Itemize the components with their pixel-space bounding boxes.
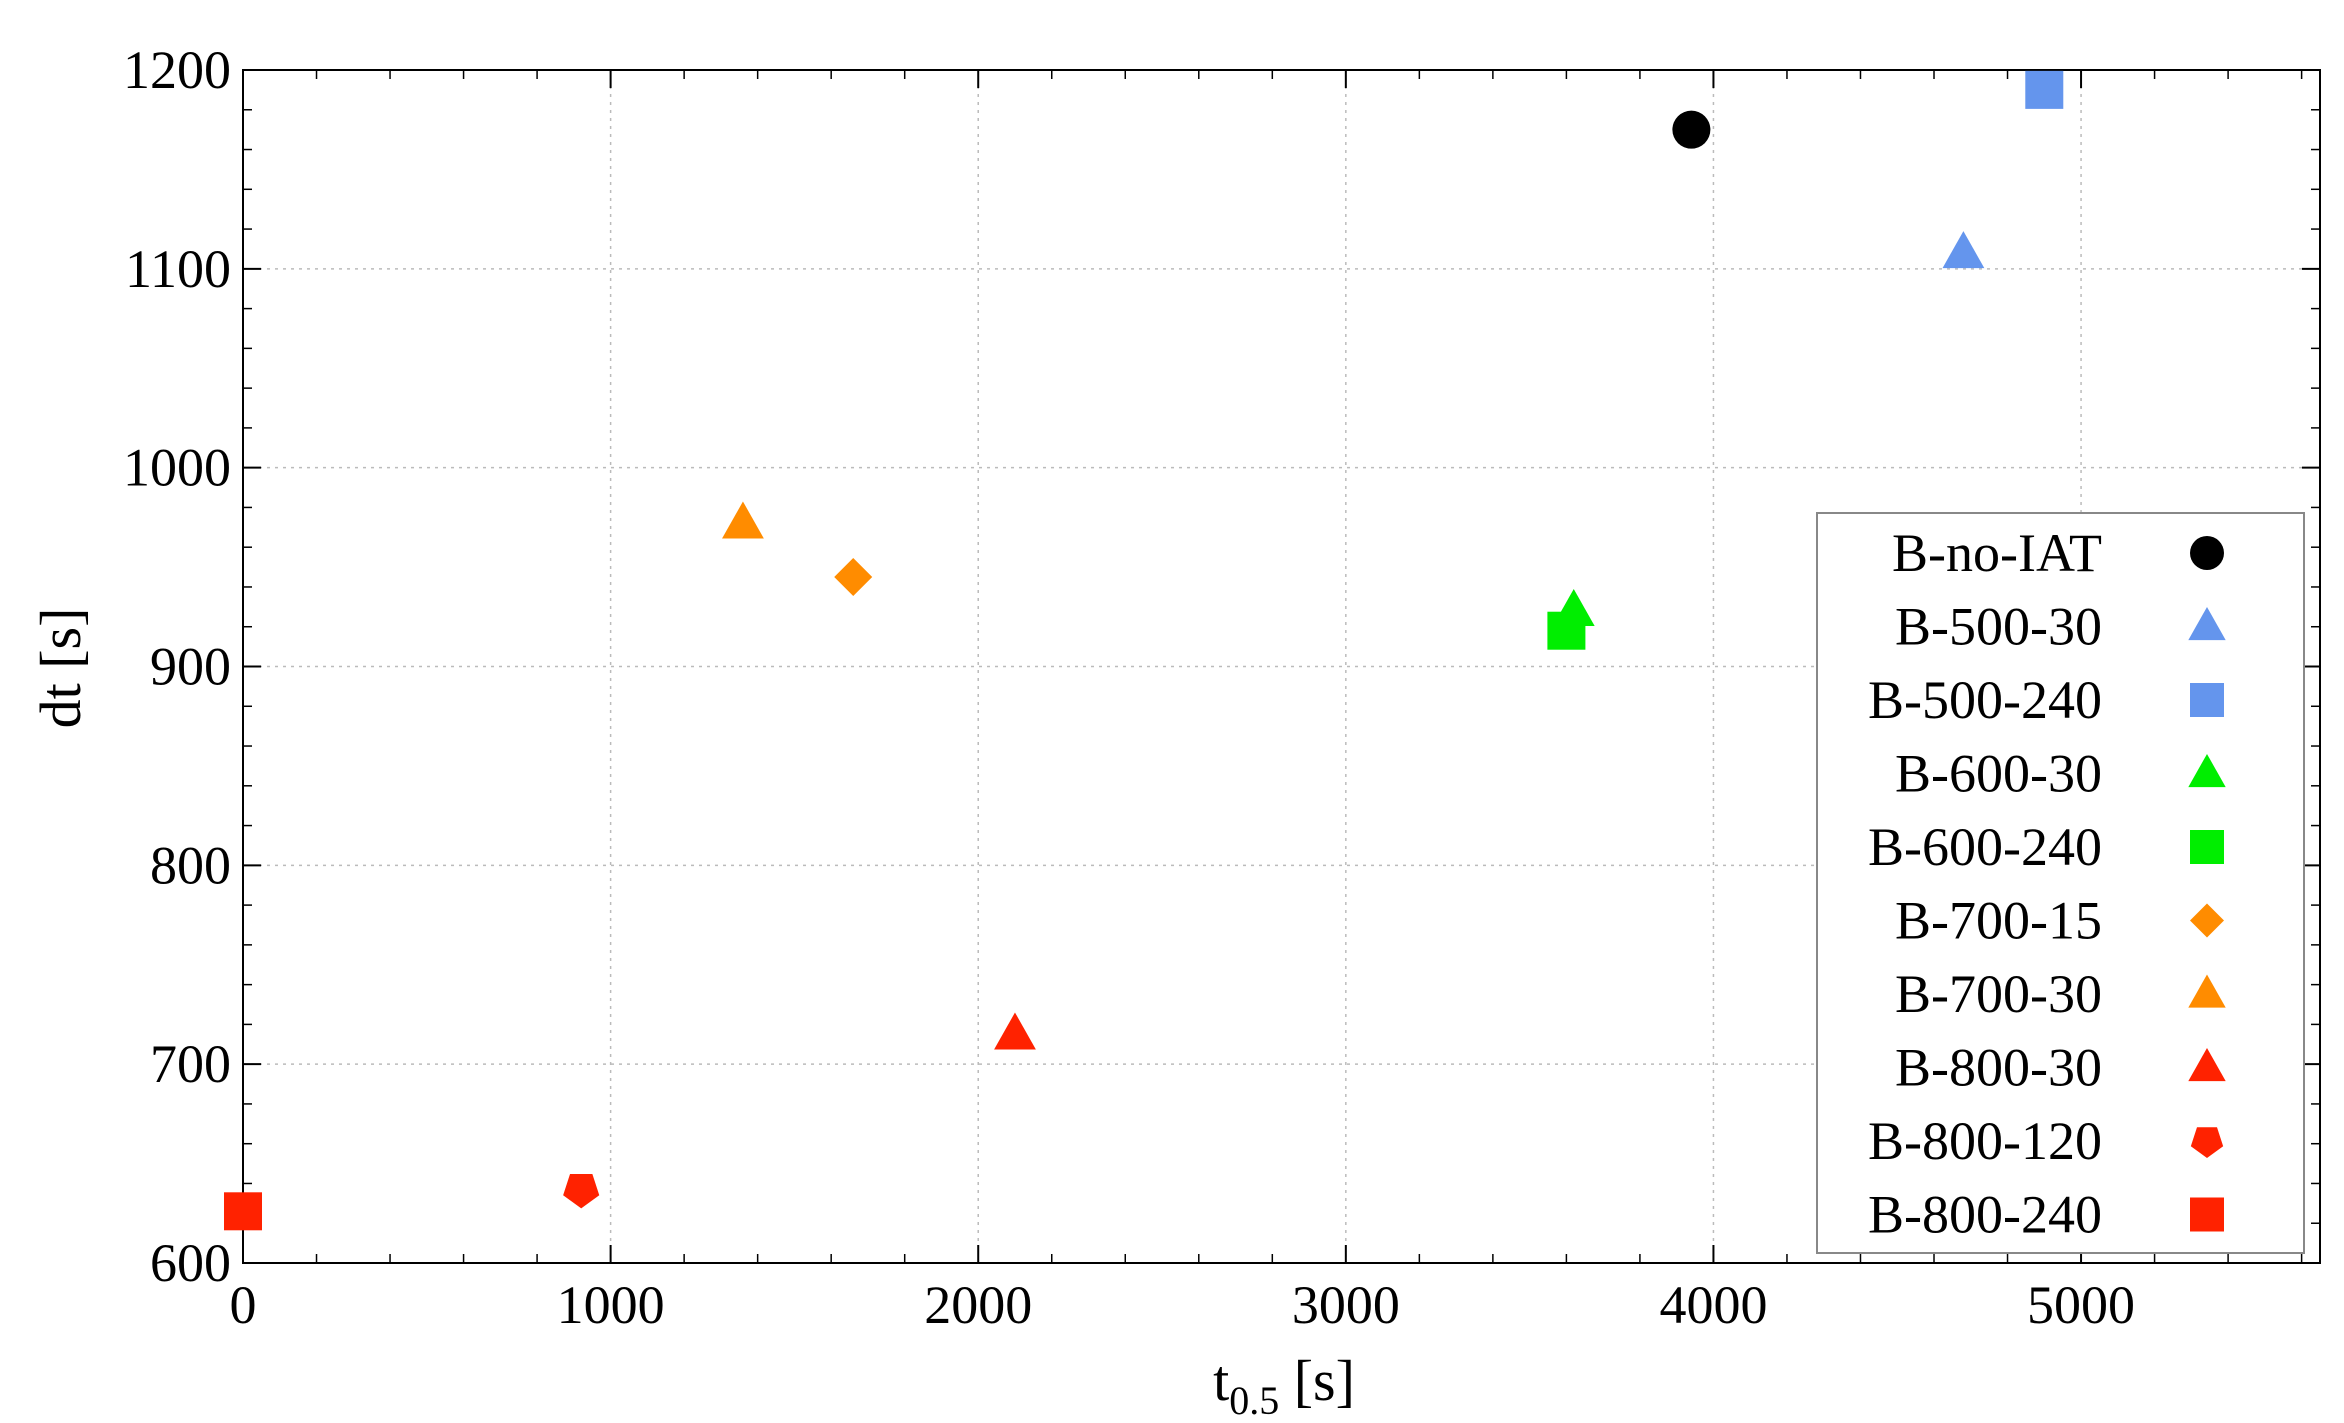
x-axis-title-unit: [s] (1279, 1348, 1355, 1413)
x-axis-title: t0.5 [s] (1213, 1348, 1355, 1423)
legend-label: B-500-240 (1868, 670, 2102, 730)
x-tick-label: 5000 (2027, 1275, 2135, 1335)
data-point (722, 501, 764, 539)
legend-label: B-800-240 (1868, 1185, 2102, 1245)
legend-label: B-600-30 (1895, 744, 2102, 804)
x-tick-label: 1000 (557, 1275, 665, 1335)
legend-label: B-600-240 (1868, 817, 2102, 877)
data-points (224, 70, 2064, 1231)
legend-marker (2190, 536, 2224, 570)
legend: B-no-IAT B-500-30 B-500-240 B-600-30 B-600-2… (1816, 512, 2305, 1254)
data-point (2025, 70, 2064, 109)
data-point (1547, 611, 1586, 650)
legend-marker (2190, 903, 2224, 938)
y-tick-label: 1200 (123, 40, 231, 100)
x-axis-title-subscript: 0.5 (1229, 1378, 1279, 1423)
y-tick-label: 700 (150, 1034, 231, 1094)
data-point (563, 1174, 600, 1209)
y-tick-label: 1100 (125, 239, 231, 299)
data-point (1942, 231, 1985, 269)
axis-ticks (242, 69, 2320, 1264)
y-tick-label: 1000 (123, 438, 231, 498)
legend-marker (2190, 1197, 2224, 1232)
x-tick-label: 0 (230, 1275, 257, 1335)
data-point (834, 558, 873, 597)
data-point (994, 1012, 1036, 1050)
y-tick-label: 800 (150, 835, 231, 895)
legend-marker (2188, 753, 2226, 788)
data-point (224, 1192, 262, 1231)
legend-marker (2190, 830, 2224, 864)
data-point (1672, 110, 1711, 149)
legend-marker (2190, 683, 2224, 717)
legend-label: B-700-30 (1895, 964, 2102, 1024)
legend-label: B-700-15 (1895, 891, 2102, 951)
x-tick-label: 4000 (1659, 1275, 1767, 1335)
x-tick-label: 3000 (1292, 1275, 1400, 1335)
legend-label: B-no-IAT (1892, 523, 2102, 583)
y-tick-label: 900 (150, 637, 231, 697)
legend-label: B-800-120 (1868, 1111, 2102, 1171)
legend-marker (2188, 606, 2226, 641)
legend-label: B-800-30 (1895, 1038, 2102, 1098)
legend-marker (2190, 1127, 2224, 1158)
y-axis-title: dt [s] (28, 608, 93, 729)
legend-marker (2188, 1047, 2226, 1082)
y-tick-label: 600 (150, 1233, 231, 1293)
x-tick-labels: 0 1000 2000 3000 4000 5000 (230, 1275, 2136, 1335)
x-tick-label: 2000 (924, 1275, 1032, 1335)
y-tick-labels: 600 700 800 900 1000 1100 1200 (123, 40, 231, 1293)
legend-label: B-500-30 (1895, 597, 2102, 657)
legend-marker (2188, 974, 2226, 1008)
